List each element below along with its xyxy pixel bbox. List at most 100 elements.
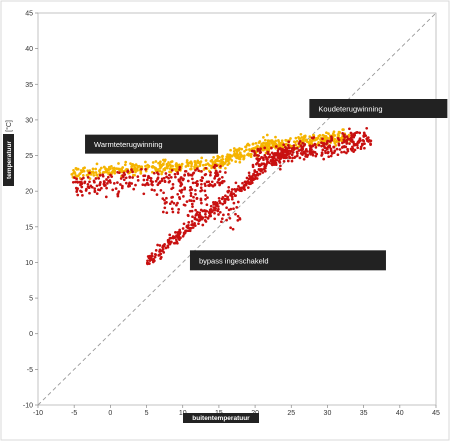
data-point: [199, 208, 203, 212]
data-point: [302, 150, 306, 154]
data-point: [162, 158, 165, 162]
data-point: [76, 193, 80, 197]
data-point: [191, 205, 194, 208]
data-point: [226, 153, 229, 156]
data-point: [342, 150, 346, 154]
data-point: [130, 182, 134, 185]
data-point: [325, 131, 328, 135]
data-point: [160, 249, 164, 253]
data-point: [320, 151, 324, 155]
data-point: [144, 160, 147, 164]
data-point: [240, 147, 244, 151]
data-point: [167, 239, 171, 243]
x-tick-label: -10: [33, 410, 43, 417]
data-point: [340, 150, 343, 154]
data-point: [78, 180, 82, 184]
data-point: [218, 159, 221, 163]
data-point: [116, 194, 120, 198]
data-point: [147, 262, 150, 265]
data-point: [173, 167, 177, 171]
data-point: [124, 176, 128, 180]
data-point: [144, 168, 147, 171]
data-point: [192, 195, 195, 199]
data-point: [301, 141, 305, 145]
data-point: [288, 155, 291, 159]
data-point: [235, 206, 239, 209]
data-point: [111, 188, 115, 192]
data-point: [192, 171, 196, 175]
data-point: [75, 177, 78, 181]
data-point: [98, 183, 102, 187]
data-point: [182, 232, 186, 236]
data-point: [276, 149, 280, 153]
data-point: [188, 188, 192, 192]
data-point: [369, 139, 373, 143]
data-point: [332, 151, 336, 154]
data-point: [253, 152, 257, 155]
data-point: [220, 217, 224, 221]
data-point: [234, 160, 238, 163]
data-point: [244, 181, 248, 185]
data-point: [150, 188, 154, 192]
data-point: [308, 150, 312, 153]
data-point: [246, 186, 250, 189]
data-point: [226, 195, 230, 199]
data-point: [274, 163, 278, 167]
data-point: [95, 184, 99, 188]
data-point: [225, 218, 228, 222]
data-point: [348, 127, 351, 131]
data-point: [204, 215, 207, 219]
data-point: [238, 147, 241, 150]
data-point: [168, 173, 171, 177]
data-point: [174, 231, 177, 234]
data-point: [144, 183, 147, 186]
data-point: [258, 149, 262, 152]
data-point: [236, 187, 239, 191]
data-point: [221, 155, 224, 159]
x-tick-label: 45: [432, 410, 440, 417]
x-axis-title: buitentemperatuur: [192, 415, 250, 422]
data-point: [348, 142, 351, 145]
data-point: [97, 188, 100, 192]
data-point: [170, 168, 174, 172]
data-point: [105, 169, 108, 173]
data-point: [318, 133, 322, 137]
data-point: [183, 187, 186, 191]
data-point: [329, 154, 333, 158]
data-point: [345, 151, 348, 155]
data-point: [130, 168, 133, 171]
data-point: [240, 186, 244, 190]
data-point: [147, 174, 150, 178]
data-point: [203, 173, 207, 177]
data-point: [139, 170, 143, 174]
data-point: [230, 193, 234, 196]
data-point: [323, 146, 327, 150]
data-point: [245, 143, 249, 147]
data-point: [286, 159, 290, 163]
data-point: [194, 188, 197, 192]
data-point: [291, 156, 294, 160]
data-point: [326, 139, 330, 143]
data-point: [238, 216, 242, 220]
data-point: [314, 154, 318, 158]
data-point: [344, 145, 348, 149]
data-point: [260, 142, 264, 146]
data-point: [282, 143, 286, 147]
data-point: [257, 141, 261, 144]
data-point: [105, 186, 108, 190]
data-point: [320, 144, 323, 148]
data-point: [218, 183, 221, 187]
data-point: [256, 157, 260, 161]
data-point: [111, 167, 115, 170]
data-point: [320, 141, 323, 145]
data-point: [184, 165, 188, 168]
data-point: [286, 151, 290, 154]
data-point: [250, 147, 254, 151]
data-point: [186, 225, 189, 229]
data-point: [144, 164, 147, 168]
data-point: [248, 149, 252, 152]
data-point: [212, 156, 215, 159]
data-point: [89, 184, 93, 188]
series-red: [71, 126, 373, 266]
data-point: [83, 180, 87, 184]
